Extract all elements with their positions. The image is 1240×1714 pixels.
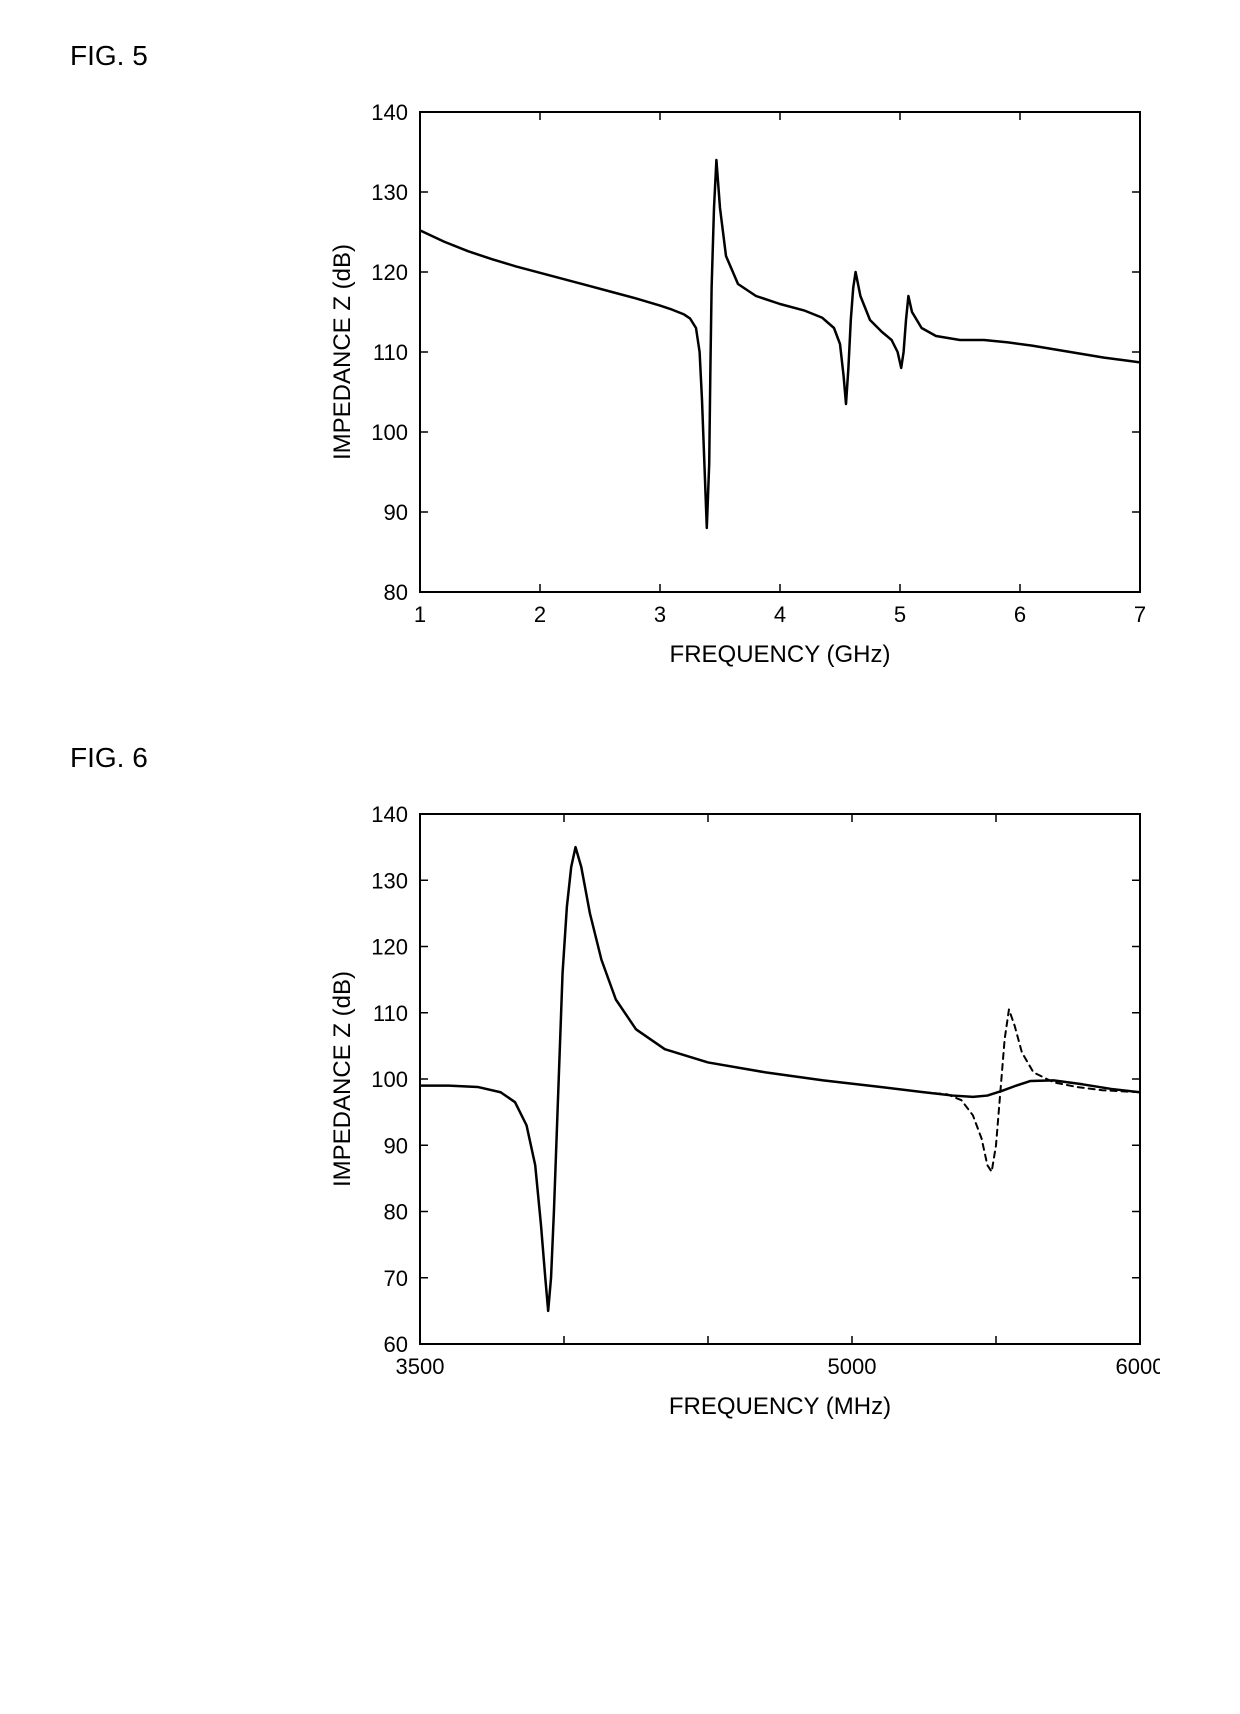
- svg-text:100: 100: [371, 1067, 408, 1092]
- svg-text:4: 4: [774, 602, 786, 627]
- svg-text:1: 1: [414, 602, 426, 627]
- figure-6-label: FIG. 6: [70, 742, 1180, 774]
- svg-text:120: 120: [371, 260, 408, 285]
- svg-text:120: 120: [371, 935, 408, 960]
- svg-text:IMPEDANCE Z (dB): IMPEDANCE Z (dB): [329, 971, 356, 1187]
- svg-text:80: 80: [384, 580, 408, 605]
- svg-text:6: 6: [1014, 602, 1026, 627]
- svg-text:3: 3: [654, 602, 666, 627]
- svg-text:7: 7: [1134, 602, 1146, 627]
- figure-6-chart: 3500 5000 6000 60 70 80 90 100 110 120 130 140 FREQU…: [320, 794, 1180, 1434]
- svg-text:FREQUENCY (GHz): FREQUENCY (GHz): [670, 641, 891, 668]
- svg-text:110: 110: [373, 1001, 408, 1026]
- figure-5-label: FIG. 5: [70, 40, 1180, 72]
- svg-text:130: 130: [371, 180, 408, 205]
- svg-text:90: 90: [384, 1133, 408, 1158]
- svg-text:130: 130: [371, 868, 408, 893]
- svg-text:90: 90: [384, 500, 408, 525]
- fig5-svg: 1 2 3 4 5 6 7 80 90 100 110 120 130 140 FREQUENCY (GHz…: [320, 92, 1160, 682]
- svg-text:5: 5: [894, 602, 906, 627]
- svg-text:6000: 6000: [1116, 1354, 1160, 1379]
- svg-text:FREQUENCY (MHz): FREQUENCY (MHz): [669, 1393, 891, 1420]
- svg-text:2: 2: [534, 602, 546, 627]
- svg-text:110: 110: [373, 340, 408, 365]
- svg-text:70: 70: [384, 1266, 408, 1291]
- svg-text:3500: 3500: [396, 1354, 445, 1379]
- fig6-svg: 3500 5000 6000 60 70 80 90 100 110 120 130 140 FREQU…: [320, 794, 1160, 1434]
- svg-text:IMPEDANCE Z (dB): IMPEDANCE Z (dB): [329, 244, 356, 460]
- svg-text:100: 100: [371, 420, 408, 445]
- svg-text:140: 140: [371, 802, 408, 827]
- svg-text:80: 80: [384, 1200, 408, 1225]
- svg-text:5000: 5000: [828, 1354, 877, 1379]
- page-container: FIG. 5 1 2 3 4 5 6 7 80 90 100 110 120 130 140 FREQUEN…: [0, 0, 1240, 1534]
- svg-text:60: 60: [384, 1332, 408, 1357]
- figure-5-chart: 1 2 3 4 5 6 7 80 90 100 110 120 130 140 FREQUENCY (GHz…: [320, 92, 1180, 682]
- svg-text:140: 140: [371, 100, 408, 125]
